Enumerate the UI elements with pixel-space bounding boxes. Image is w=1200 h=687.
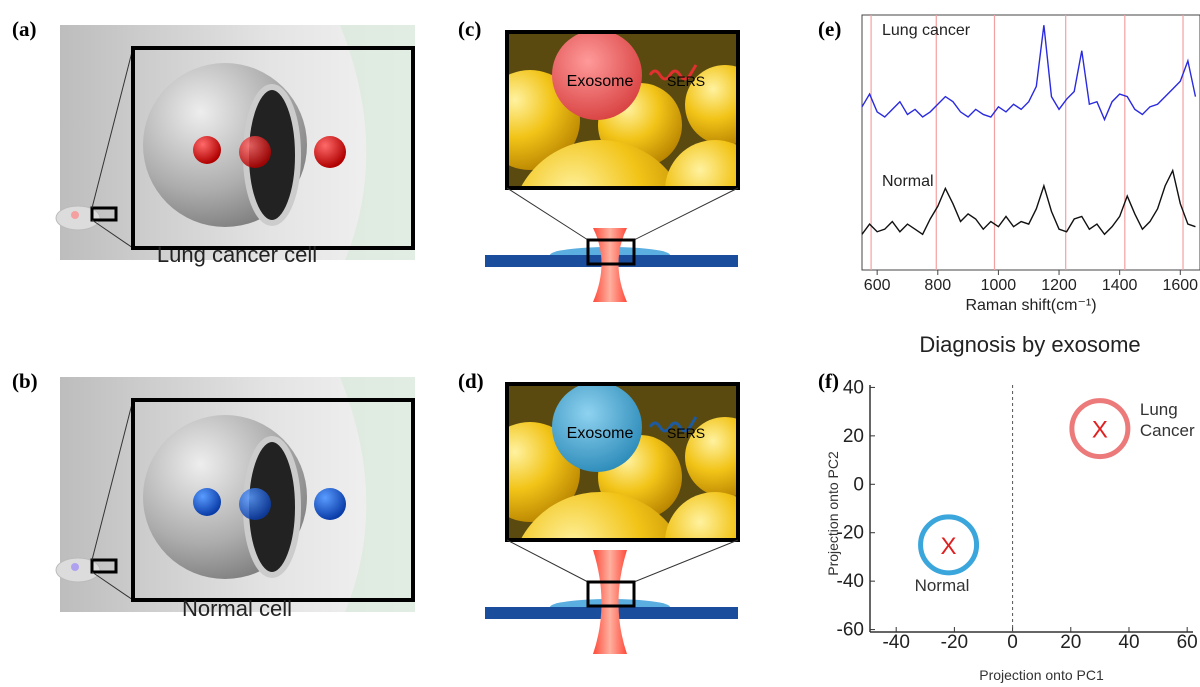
x-axis-label: Raman shift(cm⁻¹)	[965, 297, 1096, 314]
panel-label: (c)	[458, 17, 481, 41]
cell-illustration	[56, 25, 415, 260]
x-tick-label: 1600	[1162, 277, 1198, 294]
x-tick-label: 1200	[1041, 277, 1077, 294]
sers-label: SERS	[667, 425, 705, 441]
x-axis-label: Projection onto PC1	[979, 667, 1104, 683]
exosome-release	[314, 136, 346, 168]
y-tick-label: 40	[843, 377, 864, 398]
caption: Normal cell	[182, 596, 292, 621]
vesicle	[239, 136, 271, 168]
x-tick-label: -40	[882, 632, 909, 653]
x-tick-label: 40	[1118, 632, 1139, 653]
exosome-label: Exosome	[567, 425, 634, 442]
series-label: Lung cancer	[882, 22, 971, 39]
panel-b: (b) Normal cell	[12, 369, 415, 621]
figure-canvas: (a) Lung cancer cell (b) Normal cell Exo…	[0, 0, 1200, 687]
heading: Diagnosis by exosome	[919, 332, 1140, 357]
sers-label: SERS	[667, 73, 705, 89]
exosome-release	[314, 488, 346, 520]
y-axis-label: Projection onto PC2	[825, 451, 841, 576]
vesicle	[193, 488, 221, 516]
x-tick-label: -20	[941, 632, 968, 653]
y-tick-label: 20	[843, 426, 864, 447]
caption: Lung cancer cell	[157, 242, 317, 267]
y-tick-label: 0	[853, 474, 864, 495]
x-tick-label: 1000	[981, 277, 1017, 294]
panel-c: Exosome SERS (c)	[458, 17, 765, 320]
series-label: Normal	[882, 173, 934, 190]
point-marker: X	[941, 533, 957, 560]
panel-label: (b)	[12, 369, 38, 393]
cell-dot	[71, 211, 79, 219]
point-marker: X	[1092, 417, 1108, 444]
panel-label: (e)	[818, 17, 841, 41]
x-tick-label: 20	[1060, 632, 1081, 653]
cell-dot	[71, 563, 79, 571]
x-tick-label: 60	[1177, 632, 1198, 653]
y-tick-label: -60	[837, 620, 864, 641]
x-tick-label: 800	[924, 277, 951, 294]
spectrum-line	[862, 25, 1195, 119]
panel-label: (f)	[818, 369, 839, 393]
cluster-label: Normal	[915, 575, 970, 596]
plot-frame	[862, 15, 1200, 270]
panel-d: Exosome SERS (d)	[458, 369, 765, 672]
x-tick-label: 0	[1007, 632, 1018, 653]
vesicle	[239, 488, 271, 520]
figure: (a) Lung cancer cell (b) Normal cell Exo…	[0, 0, 1200, 687]
cluster-label: Lung Cancer	[1140, 399, 1200, 441]
panel-label: (a)	[12, 17, 37, 41]
x-tick-label: 600	[864, 277, 891, 294]
exosome-label: Exosome	[567, 73, 634, 90]
x-tick-label: 1400	[1102, 277, 1138, 294]
cell-illustration	[56, 377, 415, 612]
vesicle	[193, 136, 221, 164]
panel-label: (d)	[458, 369, 484, 393]
